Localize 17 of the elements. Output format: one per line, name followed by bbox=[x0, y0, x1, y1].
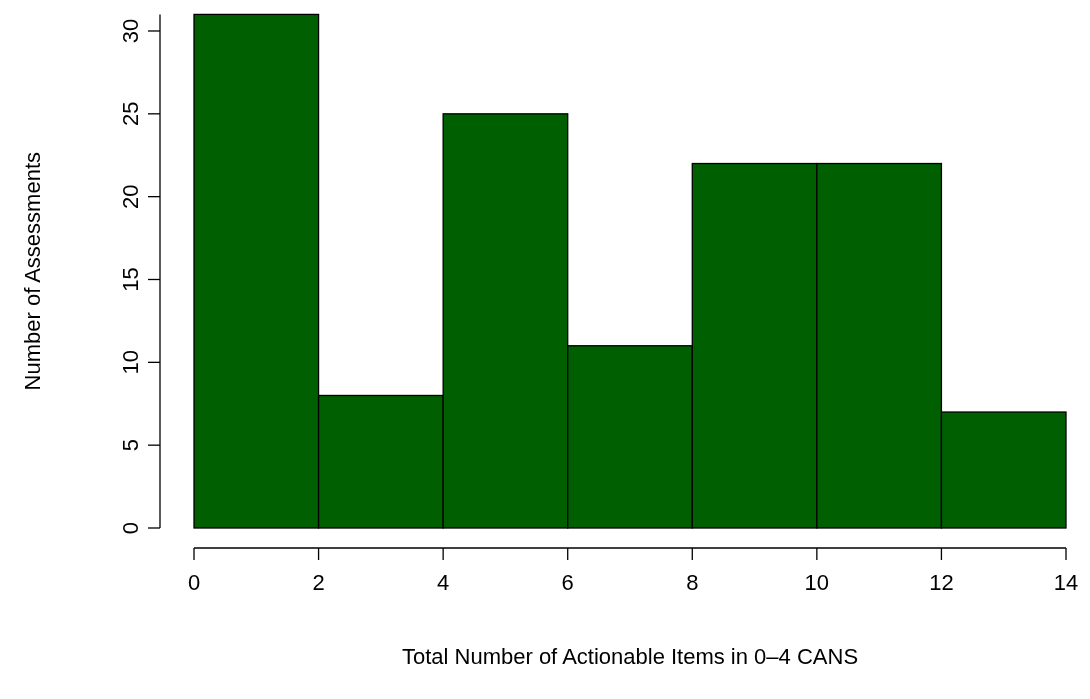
x-axis-title: Total Number of Actionable Items in 0–4 CANS bbox=[401, 644, 859, 669]
y-tick-label: 25 bbox=[118, 101, 143, 127]
x-tick-label: 8 bbox=[686, 570, 699, 595]
x-tick-label: 2 bbox=[312, 570, 325, 595]
y-tick-label: 0 bbox=[118, 521, 143, 535]
x-tick-label: 14 bbox=[1053, 570, 1079, 595]
x-tick-label: 4 bbox=[437, 570, 450, 595]
x-tick-label: 10 bbox=[804, 570, 830, 595]
y-tick-label: 5 bbox=[118, 439, 143, 452]
x-tick-label: 12 bbox=[929, 570, 954, 595]
y-tick-label: 15 bbox=[118, 267, 143, 292]
y-tick-label: 30 bbox=[118, 18, 143, 44]
y-axis-title: Number of Assessments bbox=[20, 151, 45, 391]
y-tick-label: 10 bbox=[118, 350, 143, 375]
x-tick-label: 0 bbox=[187, 570, 201, 595]
x-tick-label: 6 bbox=[561, 570, 574, 595]
y-tick-label: 20 bbox=[118, 184, 143, 209]
